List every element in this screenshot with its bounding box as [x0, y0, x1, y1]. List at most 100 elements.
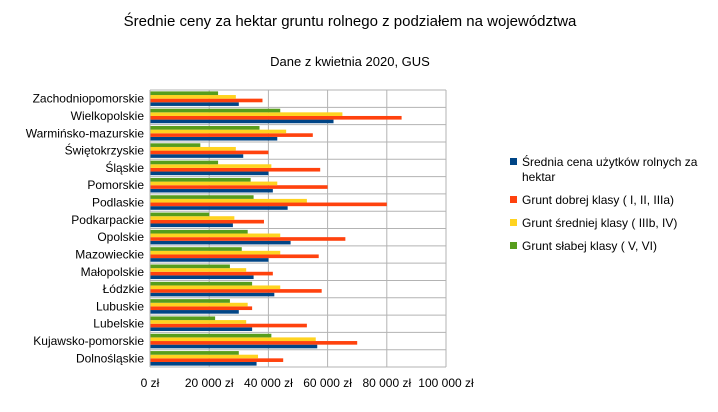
bar: [150, 98, 263, 103]
bar: [150, 129, 287, 134]
x-tick-label: 80 000 zł: [362, 376, 411, 390]
bar: [150, 237, 346, 241]
bar: [150, 289, 322, 293]
axes: 0 zł 20 000 zł 40 000 zł 60 000 zł 80 000 zł…: [26, 90, 474, 390]
bar: [150, 361, 257, 366]
bar: [150, 351, 239, 355]
category-label: Śląskie: [105, 160, 144, 175]
x-tick-label: 100 000 zł: [418, 376, 474, 390]
bar: [150, 281, 253, 286]
bar: [150, 177, 251, 182]
bar: [150, 240, 291, 245]
category-label: Pomorskie: [87, 178, 144, 192]
chart-title: Średnie ceny za hektar gruntu rolnego z …: [124, 12, 577, 30]
bar: [150, 91, 219, 96]
bars: [150, 91, 402, 366]
bar: [150, 285, 281, 290]
category-label: Opolskie: [97, 230, 144, 244]
category-label: Wielkopolskie: [71, 109, 145, 123]
legend-swatch: [510, 158, 517, 165]
bar: [150, 264, 230, 269]
bar: [150, 115, 402, 120]
bar: [150, 271, 273, 276]
bar: [150, 171, 269, 176]
bar: [150, 185, 328, 189]
bar: [150, 310, 239, 314]
bar: [150, 216, 235, 220]
legend-swatch: [510, 242, 517, 249]
category-label: Lubuskie: [96, 299, 144, 313]
bar: [150, 188, 273, 193]
x-tick-label: 60 000 zł: [303, 376, 352, 390]
category-label: Podkarpackie: [71, 213, 144, 227]
category-label: Świętokrzyskie: [65, 143, 145, 158]
x-tick-label: 20 000 zł: [185, 376, 234, 390]
category-label: Warmińsko-mazurskie: [26, 126, 145, 140]
category-label: Zachodniopomorskie: [33, 92, 145, 106]
category-label: Małopolskie: [81, 265, 145, 279]
category-label: Lubelskie: [93, 317, 144, 331]
bar: [150, 223, 233, 228]
bar: [150, 337, 316, 342]
bar: [150, 250, 281, 255]
bar: [150, 354, 259, 359]
bar: [150, 327, 253, 331]
legend-label: Grunt dobrej klasy ( I, II, IIIa): [522, 193, 674, 207]
bar: [150, 112, 343, 116]
bar: [150, 333, 272, 338]
bar: [150, 154, 244, 158]
bar: [150, 229, 248, 234]
bar: [150, 167, 321, 172]
bar: [150, 126, 260, 130]
bar: [150, 206, 288, 210]
bar: [150, 102, 239, 106]
bar: [150, 95, 236, 99]
bar: [150, 212, 210, 217]
bar: [150, 136, 278, 141]
category-label: Kujawsko-pomorskie: [33, 334, 144, 348]
category-label: Podlaskie: [92, 196, 144, 210]
bar: [150, 320, 247, 324]
bar: [150, 164, 272, 168]
bar: [150, 275, 254, 280]
bar: [150, 119, 334, 124]
legend-swatch: [510, 219, 517, 226]
bar: [150, 133, 313, 137]
bar: [150, 160, 219, 165]
bar: [150, 299, 230, 303]
legend-label: Średnia cena użytków rolnych za hektar: [522, 154, 698, 184]
bar: [150, 181, 278, 186]
bar: [150, 292, 275, 297]
x-tick-label: 40 000 zł: [244, 376, 293, 390]
category-label: Łódzkie: [103, 282, 145, 296]
bar: [150, 258, 269, 262]
x-tick-label: 0 zł: [141, 376, 160, 390]
category-label: Mazowieckie: [75, 247, 144, 261]
bar: [150, 341, 358, 345]
legend-swatch: [510, 196, 517, 203]
bar: [150, 198, 307, 203]
bar: [150, 233, 281, 238]
bar: [150, 306, 253, 311]
legend-label: Grunt średniej klasy ( IIIb, IV): [522, 216, 677, 230]
bar: [150, 143, 201, 147]
bar: [150, 316, 216, 321]
legend-label: Grunt słabej klasy ( V, VI): [522, 239, 657, 253]
bar: [150, 195, 254, 199]
bar: [150, 202, 387, 207]
bar: [150, 146, 236, 151]
bar: [150, 150, 269, 155]
category-label: Dolnośląskie: [76, 351, 144, 365]
bar: [150, 323, 307, 328]
bar: [150, 247, 242, 251]
bar: [150, 254, 319, 259]
bar: [150, 268, 247, 272]
chart-subtitle: Dane z kwietnia 2020, GUS: [270, 54, 430, 69]
bar: [150, 108, 281, 113]
bar: [150, 344, 318, 349]
bar: [150, 358, 284, 362]
legend: Średnia cena użytków rolnych za hektar Gru…: [510, 154, 698, 253]
bar: [150, 219, 264, 224]
